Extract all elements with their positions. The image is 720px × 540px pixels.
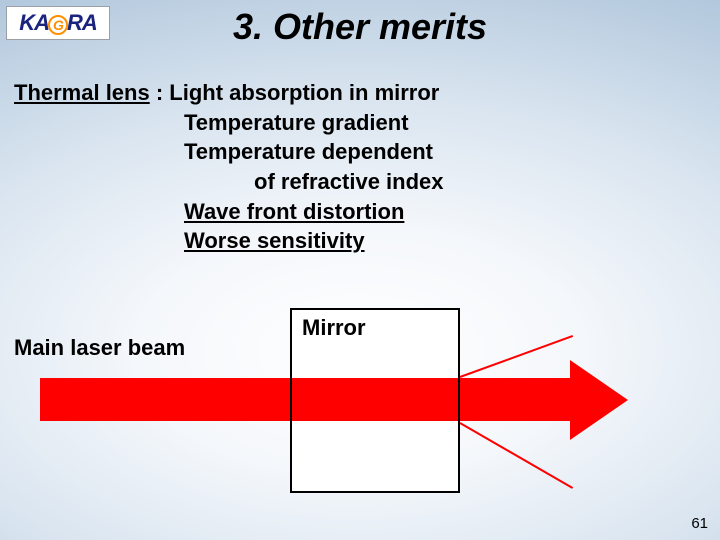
laser-arrow-head xyxy=(570,360,628,440)
line-4: of refractive index xyxy=(14,167,706,197)
scatter-ray-up xyxy=(460,335,573,378)
line-5: Wave front distortion xyxy=(14,197,706,227)
mirror-label: Mirror xyxy=(302,315,366,341)
line-1: Thermal lens : Light absorption in mirro… xyxy=(14,78,706,108)
line-3: Temperature dependent xyxy=(14,137,706,167)
beam-diagram: Mirror xyxy=(20,300,700,510)
line-6: Worse sensitivity xyxy=(14,226,706,256)
line-1b: : Light absorption in mirror xyxy=(150,80,440,105)
line-2: Temperature gradient xyxy=(14,108,706,138)
scatter-ray-down xyxy=(460,422,574,489)
page-number: 61 xyxy=(691,515,708,532)
slide-title: 3. Other merits xyxy=(0,6,720,48)
body-text: Thermal lens : Light absorption in mirro… xyxy=(14,78,706,256)
thermal-lens-term: Thermal lens xyxy=(14,80,150,105)
